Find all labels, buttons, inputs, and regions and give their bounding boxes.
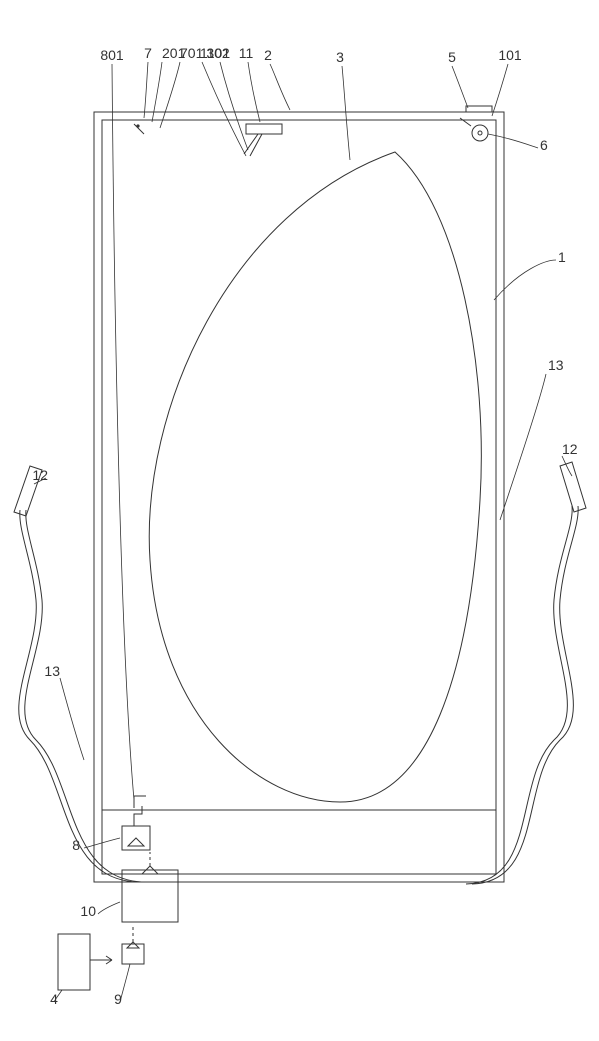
leader-l1 — [494, 260, 556, 300]
leader-l5 — [452, 66, 468, 108]
label-l1101: 1101 — [200, 45, 230, 61]
leader-l13a — [60, 678, 84, 760]
leader-l12b — [562, 456, 572, 476]
leader-l302 — [220, 62, 248, 150]
valve-arrow — [128, 838, 144, 846]
top-tab — [466, 106, 492, 112]
nozzle-right — [560, 462, 586, 512]
compressor-box — [122, 870, 178, 922]
valve-neck — [134, 796, 146, 808]
label-l101: 101 — [498, 47, 522, 63]
roller — [472, 125, 488, 141]
latch-seat — [246, 124, 282, 134]
label-l10: 10 — [80, 903, 96, 919]
roller-axle — [478, 131, 482, 135]
leader-l101 — [492, 64, 508, 116]
valve-stem — [134, 806, 142, 826]
leader-l11 — [248, 62, 260, 122]
label-l9: 9 — [114, 991, 122, 1007]
latch-pull — [244, 134, 262, 156]
leader-l2 — [270, 64, 290, 110]
roller-arm — [460, 118, 471, 126]
sensor-box — [122, 944, 144, 964]
label-l8: 8 — [72, 837, 80, 853]
leader-l10 — [98, 902, 120, 914]
inner-shell — [102, 120, 496, 874]
label-l5: 5 — [448, 49, 456, 65]
label-l11: 11 — [239, 45, 254, 61]
leader-l201 — [152, 62, 162, 122]
label-l2: 2 — [264, 47, 272, 63]
hose-right-wall — [466, 506, 572, 884]
label-l12b: 12 — [562, 441, 578, 457]
diagram-canvas: 1234567891011121213131012013027018011101 — [0, 0, 599, 1041]
bladder-outline — [149, 152, 481, 802]
label-l6: 6 — [540, 137, 548, 153]
sensor-arrow — [127, 942, 139, 948]
controller-box — [58, 934, 90, 990]
label-l7: 7 — [144, 45, 152, 61]
leader-l7 — [144, 62, 148, 118]
label-l801: 801 — [100, 47, 124, 63]
label-l13b: 13 — [548, 357, 564, 373]
label-l13a: 13 — [44, 663, 60, 679]
hose-right — [472, 506, 578, 884]
label-l3: 3 — [336, 49, 344, 65]
leader-l701 — [160, 62, 180, 128]
leader-l13b — [500, 374, 546, 520]
label-l4: 4 — [50, 991, 58, 1007]
outer-shell — [94, 112, 504, 882]
leader-l801 — [112, 64, 134, 800]
label-l1: 1 — [558, 249, 566, 265]
label-l12a: 12 — [32, 467, 48, 483]
leader-l3 — [342, 66, 350, 160]
